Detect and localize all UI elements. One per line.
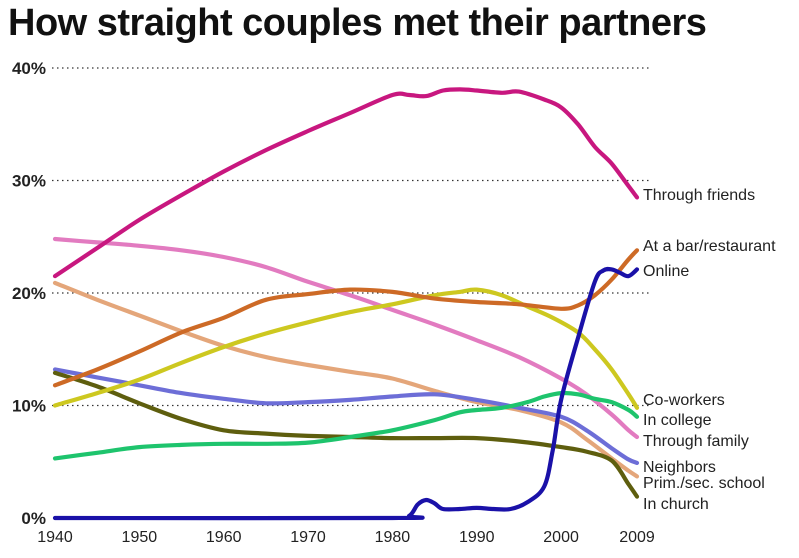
y-tick-label: 30% [12,172,46,191]
x-tick-label: 1950 [122,529,158,546]
series-line-neighbors [52,367,640,465]
series-label-through-family: Through family [643,433,749,450]
series-label-through-friends: Through friends [643,187,755,204]
series-label-at-a-bar-restaurant: At a bar/restaurant [643,238,776,255]
gridlines [52,67,651,407]
x-tick-label: 1960 [206,529,242,546]
series-line-at-a-bar-restaurant [52,248,640,388]
y-tick-label: 0% [21,509,46,528]
x-tick-label: 1940 [37,529,73,546]
series-line-through-friends [52,87,640,279]
series-label-co-workers: Co-workers [643,392,725,409]
series-labels: Through friends At a bar/restaurant Online… [643,187,776,513]
series-label-neighbors: Neighbors [643,459,716,476]
series-line-in-church [52,370,640,499]
x-tick-label: 1990 [459,529,495,546]
x-tick-label: 1970 [290,529,326,546]
series-label-in-college: In college [643,412,712,429]
series-label-in-church: In church [643,496,709,513]
series-line-in-college [52,390,640,461]
y-tick-label: 40% [12,59,46,78]
y-axis-tick-labels: 0% 10% 20% 30% 40% [12,59,46,528]
series-line-through-family [52,236,640,440]
x-tick-label: 2000 [543,529,579,546]
x-tick-label: 2009 [619,529,655,546]
x-tick-label: 1980 [375,529,411,546]
y-tick-label: 20% [12,284,46,303]
series-label-online: Online [643,263,689,280]
series-line-prim-sec-school [52,280,640,479]
series-line-co-workers [52,287,640,410]
y-tick-label: 10% [12,397,46,416]
series-lines [52,87,640,521]
x-axis-tick-labels: 1940 1950 1960 1970 1980 1990 2000 2009 [37,529,655,546]
series-label-prim-sec-school: Prim./sec. school [643,475,765,492]
chart-title: How straight couples met their partners [8,2,707,44]
series-line-online [52,266,640,521]
